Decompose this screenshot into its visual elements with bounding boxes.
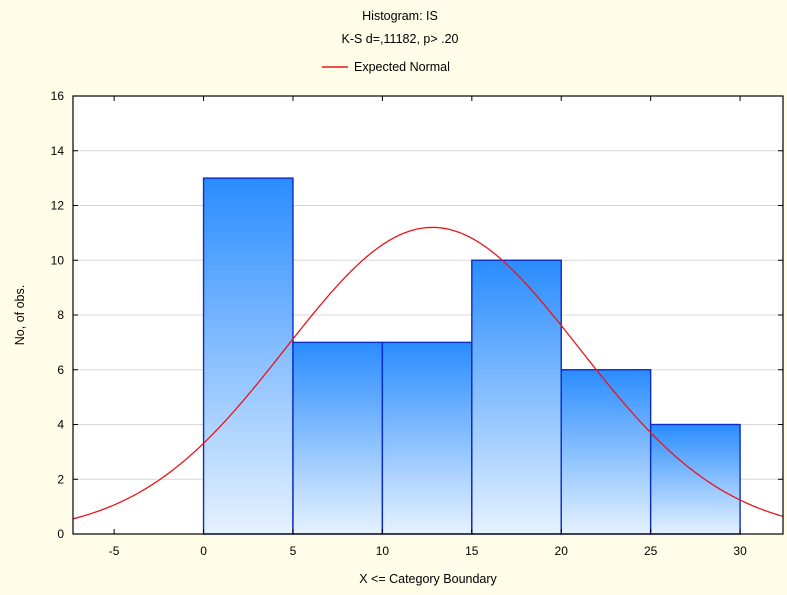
x-tick-label: 20 xyxy=(555,544,569,558)
y-tick-label: 14 xyxy=(51,144,65,158)
expected-normal-curve xyxy=(73,226,783,520)
normal-curve-layer xyxy=(73,226,783,520)
histogram-bar xyxy=(649,423,741,535)
histogram-bar xyxy=(292,341,384,535)
y-tick-label: 12 xyxy=(51,199,65,213)
y-axis-title: No, of obs. xyxy=(13,285,27,345)
histogram-bar xyxy=(560,369,652,535)
y-tick-label: 6 xyxy=(57,363,64,377)
legend-label-expected-normal: Expected Normal xyxy=(354,60,450,74)
x-tick-label: 10 xyxy=(376,544,390,558)
chart-subtitle: K-S d=,11182, p> .20 xyxy=(342,32,459,46)
legend: Expected Normal xyxy=(322,60,450,74)
histogram-bar xyxy=(471,259,562,535)
x-tick-label: 5 xyxy=(290,544,297,558)
y-tick-label: 4 xyxy=(57,418,64,432)
x-tick-label: -5 xyxy=(109,544,120,558)
y-tick-label: 10 xyxy=(51,253,65,267)
x-axis-title: X <= Category Boundary xyxy=(359,572,497,586)
chart-title: Histogram: IS xyxy=(362,9,438,23)
x-tick-label: 15 xyxy=(465,544,479,558)
x-tick-label: 25 xyxy=(644,544,658,558)
y-tick-label: 0 xyxy=(57,527,64,541)
y-tick-label: 2 xyxy=(57,472,64,486)
y-tick-label: 8 xyxy=(57,308,64,322)
y-tick-label: 16 xyxy=(51,89,65,103)
x-tick-label: 30 xyxy=(733,544,747,558)
histogram-bar xyxy=(381,341,473,535)
axis-ticks: -5 0 5 10 15 20 25 30 0 2 4 6 8 10 12 14 16 xyxy=(51,89,783,558)
x-tick-label: 0 xyxy=(200,544,207,558)
